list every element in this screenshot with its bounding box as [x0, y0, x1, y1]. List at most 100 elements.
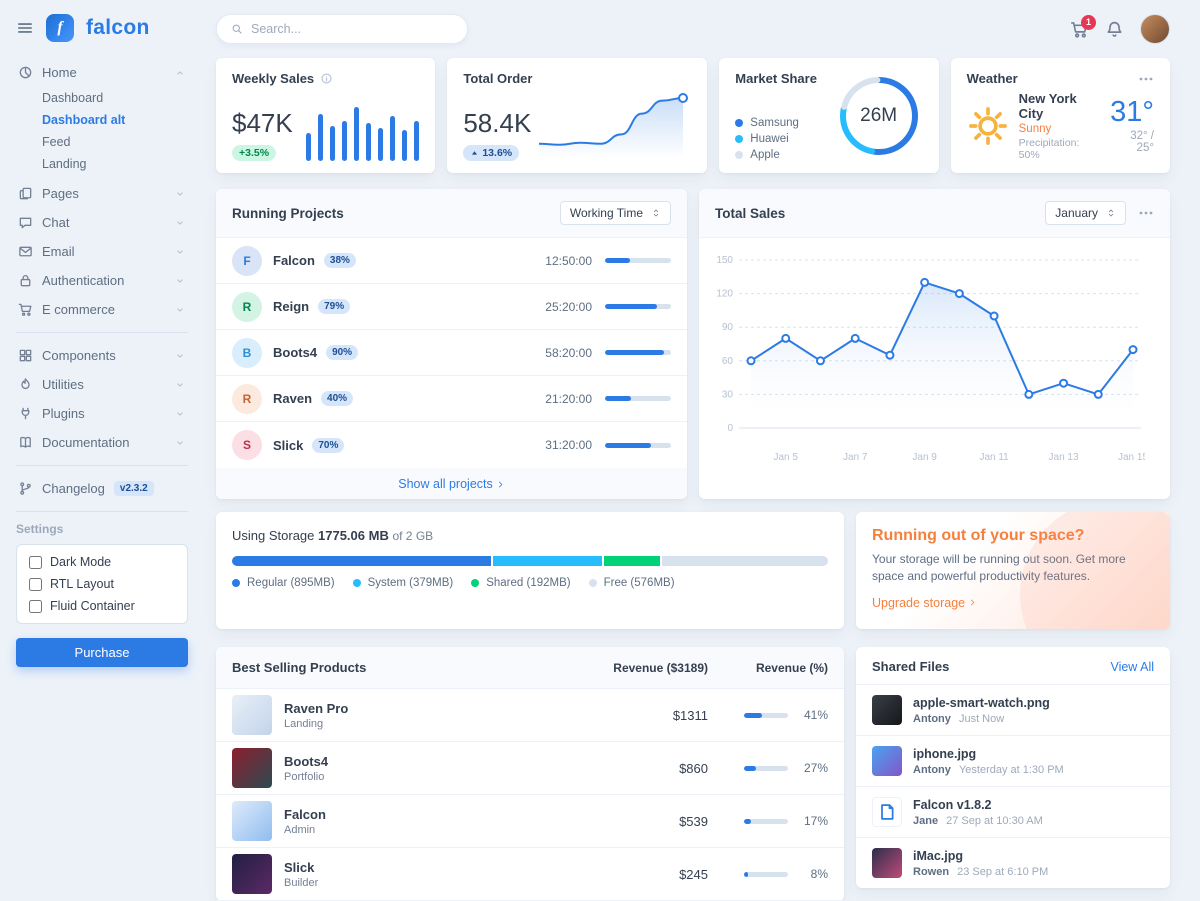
- total-order-area-chart: [531, 88, 691, 161]
- legend-label: Shared (192MB): [486, 577, 571, 589]
- weather-info: New York City Sunny Precipitation: 50%: [1019, 91, 1100, 161]
- weather-body: New York City Sunny Precipitation: 50% 3…: [967, 91, 1154, 161]
- project-row[interactable]: R Reign 79% 25:20:00: [216, 284, 687, 330]
- product-category[interactable]: Admin: [284, 823, 316, 836]
- total-order-badge: 13.6%: [463, 145, 520, 161]
- progress-bar: [605, 442, 671, 448]
- cart-button[interactable]: 1: [1070, 14, 1096, 39]
- sidebar-item-landing[interactable]: Landing: [42, 157, 87, 171]
- sidebar-item-pages[interactable]: Pages: [16, 179, 188, 208]
- product-info: Falcon Admin: [284, 807, 588, 836]
- month-select[interactable]: January: [1045, 201, 1126, 225]
- show-all-projects-link[interactable]: Show all projects: [398, 477, 505, 491]
- checkbox-label: RTL Layout: [50, 577, 114, 591]
- hamburger-menu-icon[interactable]: [16, 19, 34, 37]
- storage-progress-bar: [232, 556, 828, 566]
- project-row[interactable]: S Slick 70% 31:20:00: [216, 422, 687, 468]
- file-name[interactable]: iMac.jpg: [913, 848, 964, 863]
- ellipsis-menu-icon[interactable]: [1138, 71, 1154, 87]
- file-name[interactable]: apple-smart-watch.png: [913, 695, 1050, 710]
- file-thumbnail: [872, 746, 902, 776]
- product-category[interactable]: Builder: [284, 876, 319, 889]
- progress-bar: [605, 304, 671, 309]
- chart-pie-icon: [18, 65, 33, 80]
- product-row[interactable]: Slick Builder $245 8%: [216, 848, 844, 901]
- puzzle-icon: [18, 348, 33, 363]
- chevron-down-icon: [174, 188, 186, 200]
- select-arrows-icon: [1106, 208, 1116, 218]
- legend-item: Apple: [735, 149, 826, 161]
- brand-name[interactable]: falcon: [86, 16, 150, 39]
- product-row[interactable]: Falcon Admin $539 17%: [216, 795, 844, 848]
- sidebar-item-dashboard-alt[interactable]: Dashboard alt: [42, 113, 126, 127]
- weekly-sales-title: Weekly Sales: [232, 71, 315, 86]
- info-icon[interactable]: [320, 72, 333, 85]
- rtl-layout-checkbox[interactable]: [29, 577, 42, 591]
- project-row[interactable]: B Boots4 90% 58:20:00: [216, 330, 687, 376]
- sidebar-item-feed[interactable]: Feed: [42, 135, 71, 149]
- projects-sales-row: Running Projects Working Time F Falcon 3…: [216, 189, 1170, 499]
- product-name[interactable]: Slick: [284, 859, 315, 875]
- sidebar-item-utilities[interactable]: Utilities: [16, 370, 188, 399]
- sidebar-item-chat[interactable]: Chat: [16, 208, 188, 237]
- market-share-left: Market Share Samsung Huawei: [735, 71, 826, 161]
- product-category[interactable]: Portfolio: [284, 770, 325, 783]
- total-order-value-block: 58.4K 13.6%: [463, 109, 531, 161]
- total-order-card: Total Order 58.4K 13.6%: [447, 58, 708, 173]
- storage-legend: Regular (895MB) System (379MB) Shared (1…: [232, 577, 828, 589]
- sidebar-item-plugins[interactable]: Plugins: [16, 399, 188, 428]
- fire-icon: [18, 377, 33, 392]
- file-meta: Jane 27 Sep at 10:30 AM: [913, 814, 1043, 827]
- shared-files-header: Shared Files View All: [856, 647, 1170, 685]
- falcon-logo[interactable]: f: [46, 14, 74, 42]
- product-row[interactable]: Boots4 Portfolio $860 27%: [216, 742, 844, 795]
- sidebar-item-documentation[interactable]: Documentation: [16, 428, 188, 457]
- product-name[interactable]: Raven Pro: [284, 700, 349, 716]
- file-meta: Antony Yesterday at 1:30 PM: [913, 763, 1064, 776]
- view-all-link[interactable]: View All: [1110, 659, 1154, 674]
- dark-mode-option: Dark Mode: [29, 555, 175, 569]
- file-row[interactable]: Falcon v1.8.2 Jane 27 Sep at 10:30 AM: [856, 787, 1170, 838]
- product-name[interactable]: Boots4: [284, 753, 329, 769]
- select-value: Working Time: [569, 206, 643, 220]
- file-row[interactable]: apple-smart-watch.png Antony Just Now: [856, 685, 1170, 736]
- svg-text:Jan 11: Jan 11: [979, 452, 1009, 463]
- file-info: apple-smart-watch.png Antony Just Now: [913, 696, 1050, 725]
- weather-title: Weather: [966, 71, 1018, 86]
- purchase-button[interactable]: Purchase: [16, 638, 188, 667]
- svg-text:150: 150: [716, 255, 733, 266]
- project-row[interactable]: R Raven 40% 21:20:00: [216, 376, 687, 422]
- market-share-title: Market Share: [735, 71, 817, 86]
- sidebar-item-email[interactable]: Email: [16, 237, 188, 266]
- sidebar-item-changelog[interactable]: Changelog v2.3.2: [16, 474, 188, 503]
- chevron-down-icon: [174, 275, 186, 287]
- sidebar-item-ecommerce[interactable]: E commerce: [16, 295, 188, 324]
- sidebar-item-components[interactable]: Components: [16, 341, 188, 370]
- legend-item: Huawei: [735, 133, 826, 145]
- file-name[interactable]: iphone.jpg: [913, 746, 977, 761]
- product-category[interactable]: Landing: [284, 717, 324, 730]
- revenue-percent-column-header: Revenue (%): [755, 660, 828, 675]
- file-name[interactable]: Falcon v1.8.2: [913, 797, 992, 812]
- market-share-donut-chart: 26M: [835, 72, 923, 160]
- search-input[interactable]: [251, 22, 453, 36]
- upgrade-storage-link[interactable]: Upgrade storage: [872, 596, 977, 610]
- product-name[interactable]: Falcon: [284, 806, 326, 822]
- sidebar-item-dashboard[interactable]: Dashboard: [42, 91, 104, 105]
- ellipsis-menu-icon[interactable]: [1138, 205, 1154, 221]
- file-row[interactable]: iphone.jpg Antony Yesterday at 1:30 PM: [856, 736, 1170, 787]
- dark-mode-checkbox[interactable]: [29, 555, 42, 569]
- project-name: Raven: [273, 391, 313, 406]
- fluid-container-checkbox[interactable]: [29, 599, 42, 613]
- sidebar-item-authentication[interactable]: Authentication: [16, 266, 188, 295]
- working-time-select[interactable]: Working Time: [559, 201, 671, 225]
- sidebar-item-home[interactable]: Home: [16, 58, 188, 87]
- product-row[interactable]: Raven Pro Landing $1311 41%: [216, 689, 844, 742]
- file-info: iphone.jpg Antony Yesterday at 1:30 PM: [913, 747, 1064, 776]
- user-avatar[interactable]: [1140, 14, 1170, 44]
- project-time: 25:20:00: [545, 299, 592, 314]
- file-archive-icon: [872, 797, 902, 827]
- project-row[interactable]: F Falcon 38% 12:50:00: [216, 238, 687, 284]
- file-row[interactable]: iMac.jpg Rowen 23 Sep at 6:10 PM: [856, 838, 1170, 888]
- notifications-button[interactable]: [1105, 20, 1124, 39]
